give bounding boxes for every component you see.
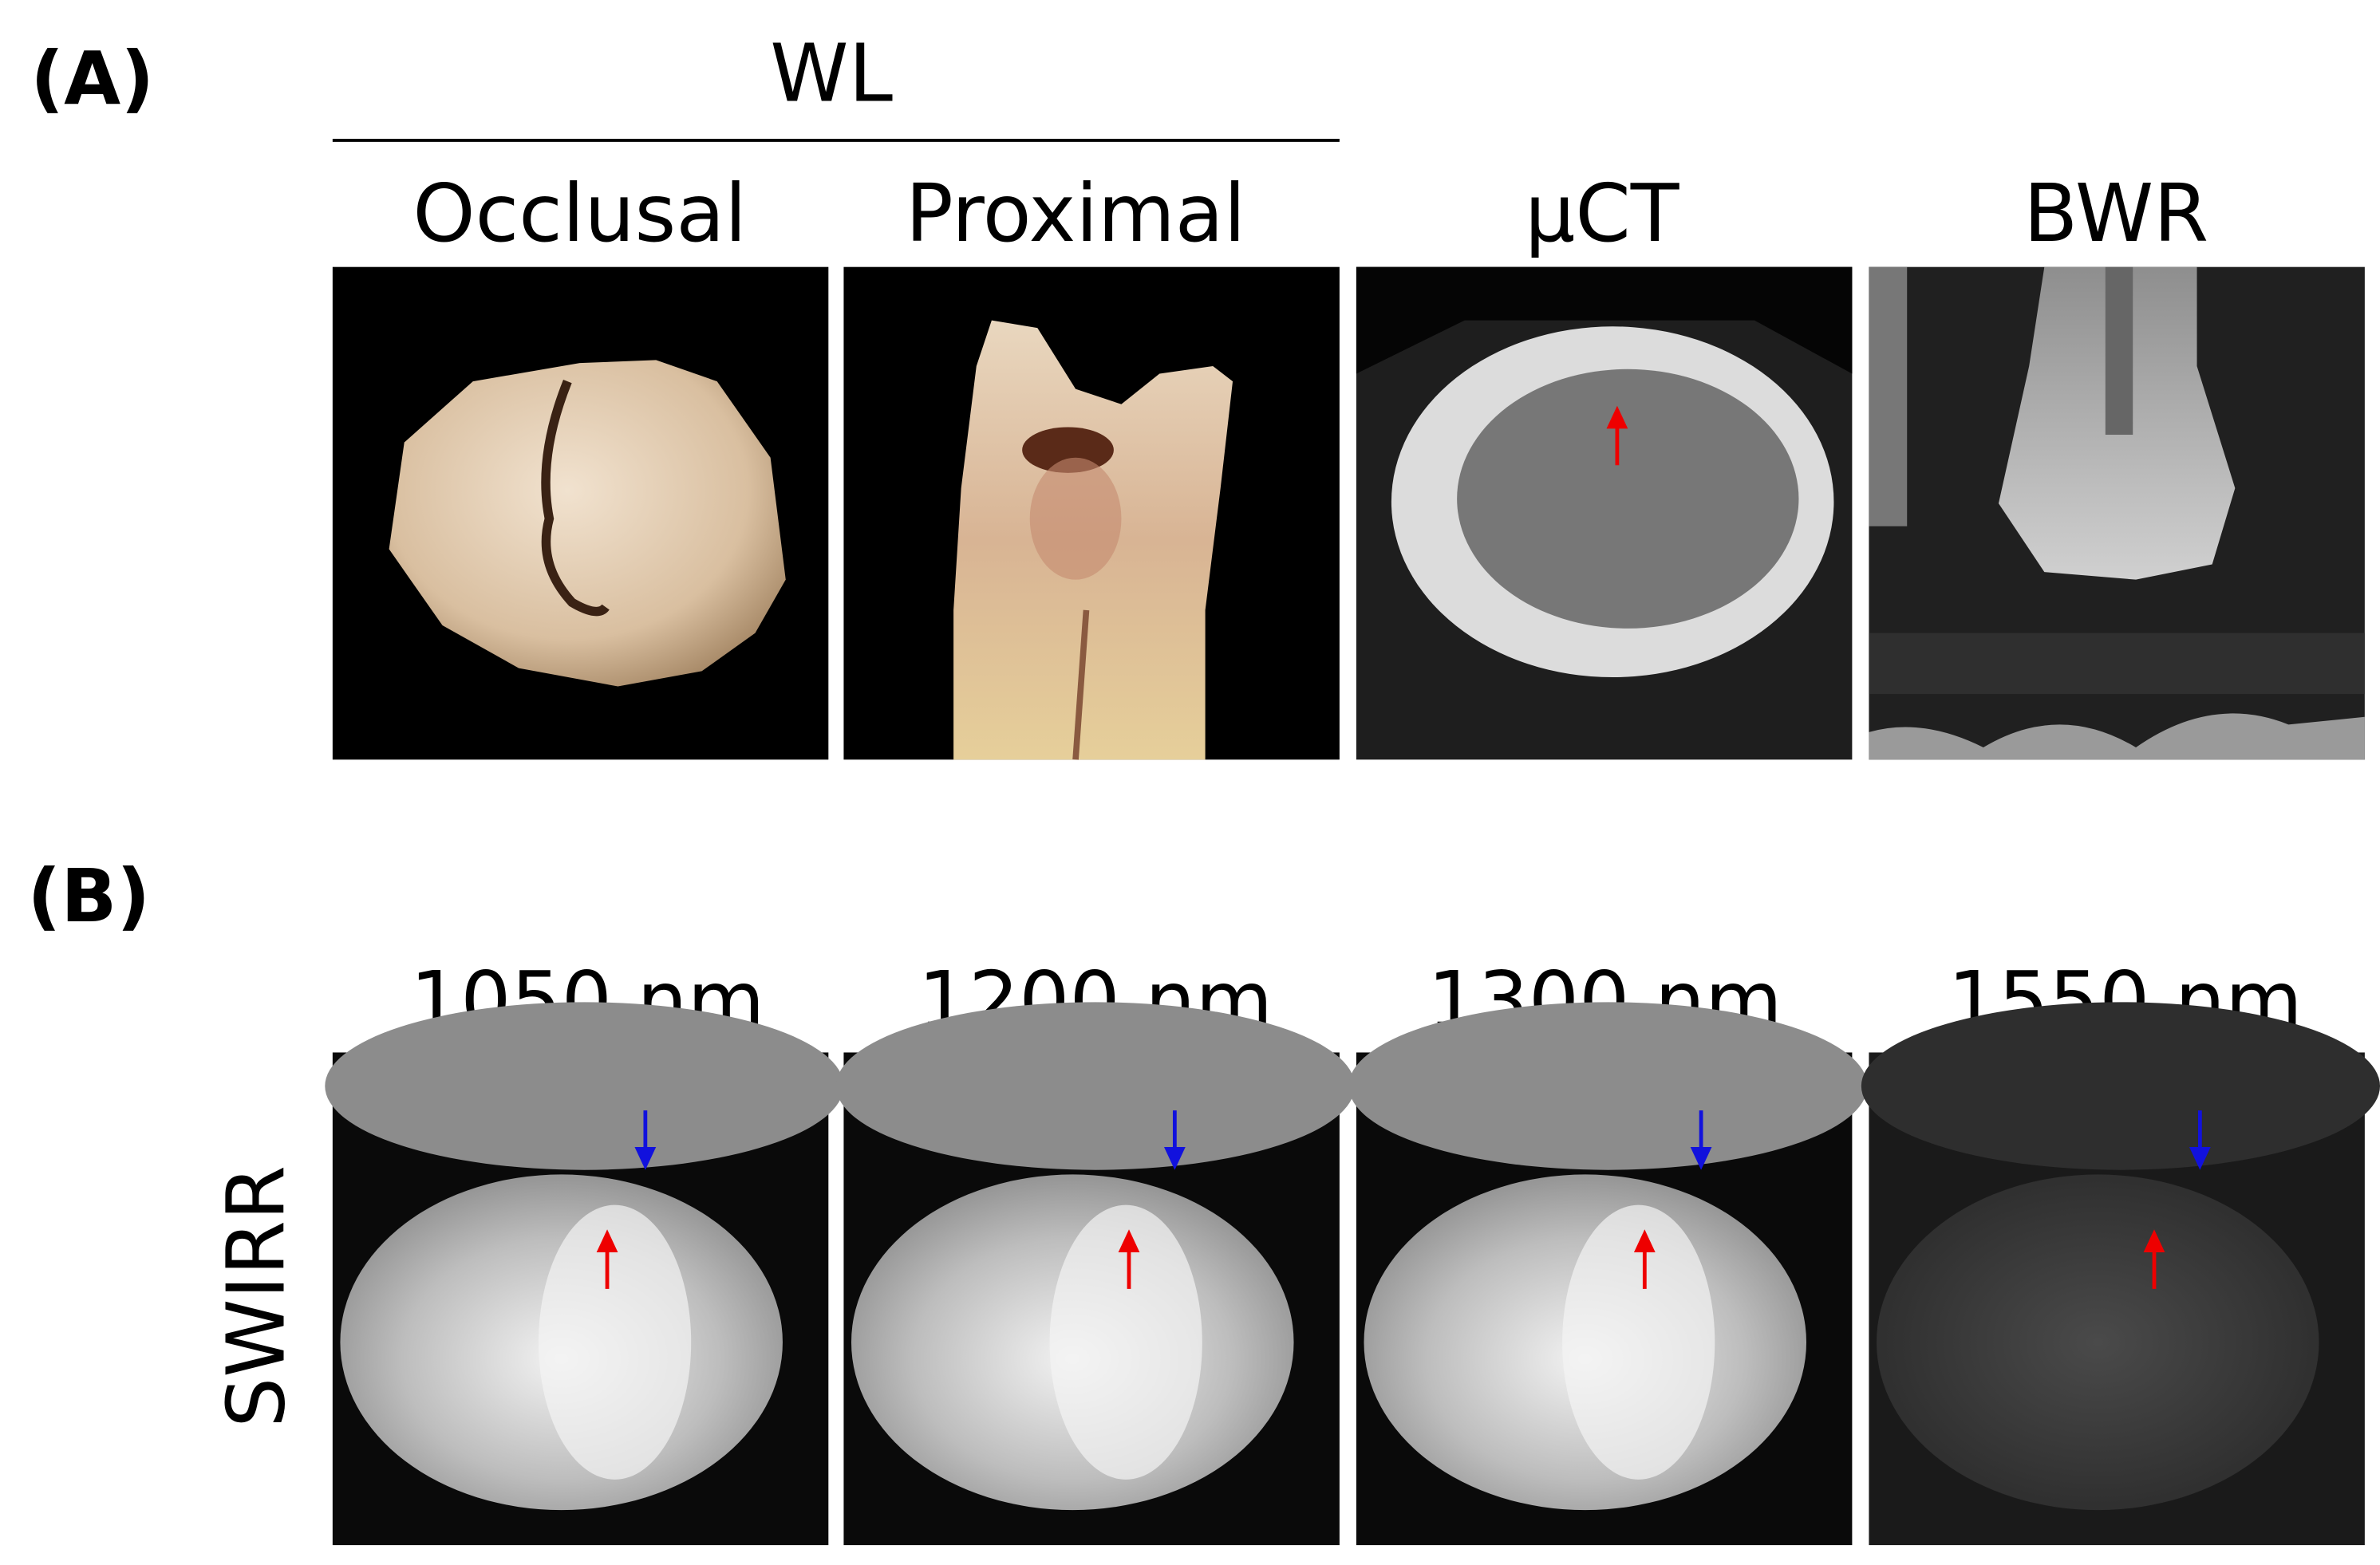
- swir-image: [325, 1002, 844, 1546]
- panel-label: (A): [30, 36, 154, 121]
- column-label: µCT: [1525, 168, 1680, 260]
- column-label: Occlusal: [412, 168, 747, 260]
- swir-image: [1348, 1002, 1868, 1546]
- image-proximal: [843, 266, 1340, 760]
- column-label: BWR: [2023, 168, 2208, 260]
- swir-image: [835, 1002, 1356, 1546]
- blue-arrow-head: [1163, 1147, 1186, 1170]
- upper-tooth: [1348, 1002, 1868, 1170]
- red-arrow-head: [596, 1229, 618, 1252]
- lesion-region: [1562, 1204, 1715, 1480]
- lesion-region: [538, 1204, 692, 1480]
- blue-arrow-head: [2189, 1147, 2211, 1170]
- lesion-region: [1049, 1204, 1202, 1480]
- red-arrow-head: [1633, 1229, 1656, 1252]
- group-label: WL: [770, 28, 893, 120]
- upper-tooth: [1861, 1002, 2380, 1170]
- red-arrow-head: [2143, 1229, 2165, 1252]
- swir-images: [325, 1002, 2380, 1546]
- image-micro-ct: [1356, 266, 1853, 760]
- swir-image: [1861, 1002, 2380, 1546]
- blue-arrow-head: [634, 1147, 657, 1170]
- column-label: Proximal: [906, 168, 1246, 260]
- image-bwr: [1869, 266, 2365, 760]
- upper-tooth: [325, 1002, 844, 1170]
- panel-label: (B): [27, 853, 150, 939]
- lower-tooth: [1876, 1174, 2319, 1511]
- upper-tooth: [835, 1002, 1356, 1170]
- row-label: SWIRR: [211, 1165, 303, 1428]
- red-arrow-head: [1118, 1229, 1140, 1252]
- blue-arrow-head: [1690, 1147, 1712, 1170]
- image-occlusal: [332, 266, 829, 760]
